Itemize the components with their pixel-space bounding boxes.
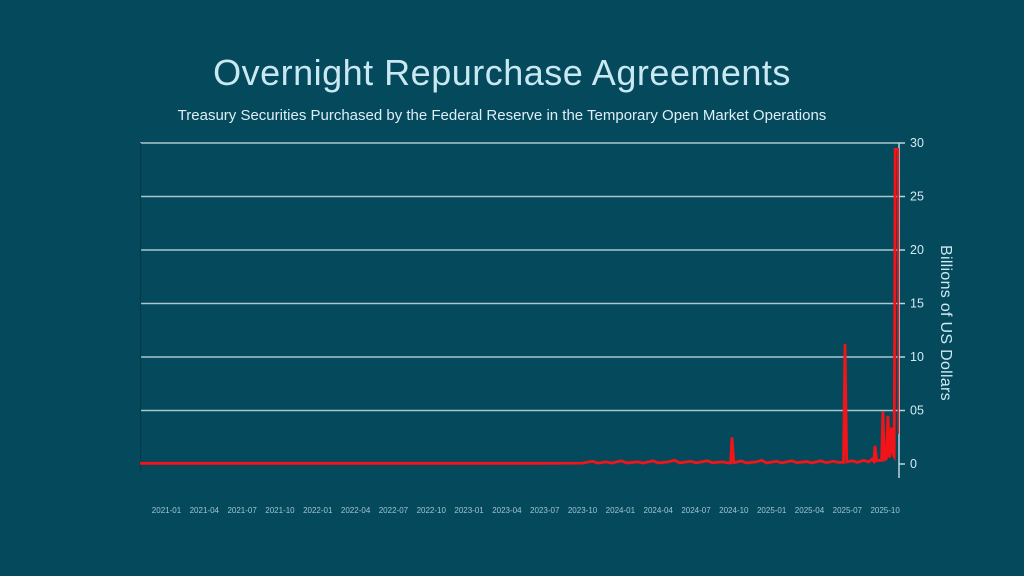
x-tick-label-2023-07: 2023-07 xyxy=(530,506,560,515)
y-axis-label: Billions of US Dollars xyxy=(937,245,954,401)
x-tick-label-2021-10: 2021-10 xyxy=(265,506,295,515)
x-tick-label-2022-04: 2022-04 xyxy=(341,506,371,515)
y-tick-label-15: 15 xyxy=(910,297,924,311)
x-tick-label-2021-04: 2021-04 xyxy=(190,506,220,515)
x-tick-label-2024-07: 2024-07 xyxy=(681,506,711,515)
chart-header: Overnight Repurchase Agreements Treasury… xyxy=(0,0,1004,124)
x-tick-label-2022-07: 2022-07 xyxy=(379,506,409,515)
x-tick-label-2024-04: 2024-04 xyxy=(644,506,674,515)
y-tick-label-10: 10 xyxy=(910,350,924,364)
y-tick-label-05: 05 xyxy=(910,404,924,418)
x-tick-label-2022-10: 2022-10 xyxy=(417,506,447,515)
y-tick-label-0: 0 xyxy=(910,457,917,471)
x-tick-label-2024-10: 2024-10 xyxy=(719,506,749,515)
chart-title: Overnight Repurchase Agreements xyxy=(213,52,791,93)
x-tick-label-2024-01: 2024-01 xyxy=(606,506,636,515)
x-tick-label-2023-04: 2023-04 xyxy=(492,506,522,515)
x-tick-label-2021-01: 2021-01 xyxy=(152,506,182,515)
x-tick-label-2025-07: 2025-07 xyxy=(833,506,863,515)
chart-subtitle: Treasury Securities Purchased by the Fed… xyxy=(177,107,827,124)
x-tick-label-2023-10: 2023-10 xyxy=(568,506,598,515)
x-tick-label-2023-01: 2023-01 xyxy=(454,506,484,515)
x-tick-label-2025-04: 2025-04 xyxy=(795,506,825,515)
y-tick-label-30: 30 xyxy=(910,136,924,150)
x-tick-label-2021-07: 2021-07 xyxy=(227,506,257,515)
y-tick-label-25: 25 xyxy=(910,190,924,204)
repo-data-line xyxy=(140,147,899,465)
x-tick-label-2025-01: 2025-01 xyxy=(757,506,787,515)
y-tick-label-20: 20 xyxy=(910,243,924,257)
x-tick-label-2025-10: 2025-10 xyxy=(870,506,900,515)
x-tick-label-2022-01: 2022-01 xyxy=(303,506,333,515)
